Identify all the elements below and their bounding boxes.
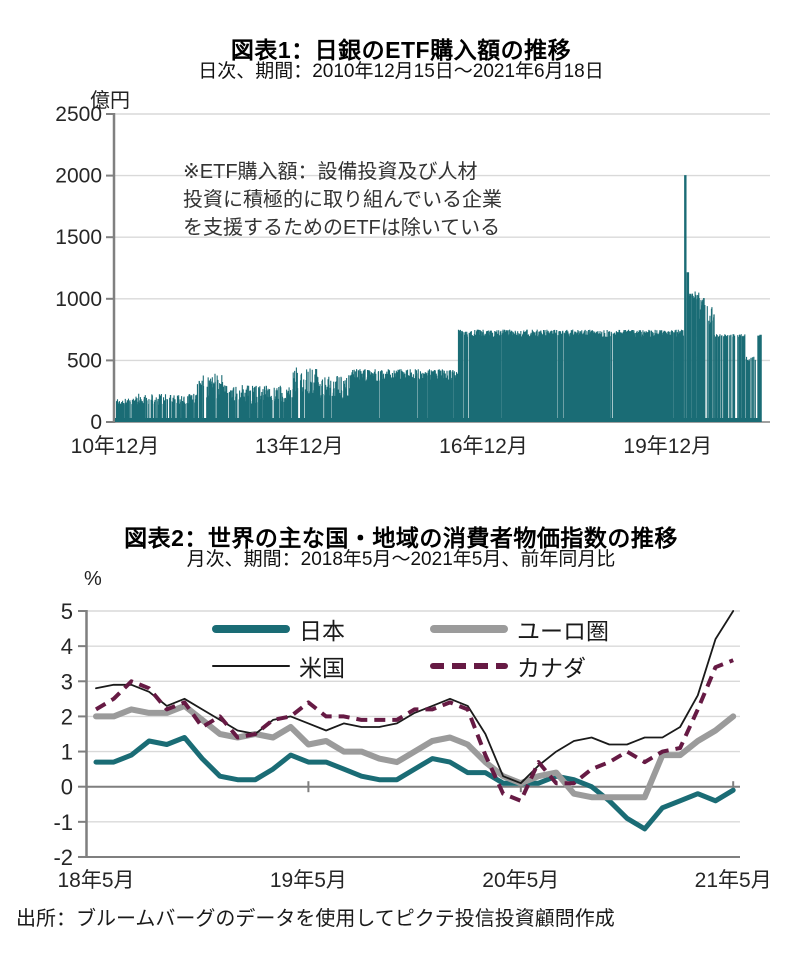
svg-text:5: 5 bbox=[61, 599, 73, 624]
annotation-line: ※ETF購入額：設備投資及び人材 bbox=[183, 161, 478, 183]
svg-text:2500: 2500 bbox=[55, 103, 102, 126]
svg-text:2000: 2000 bbox=[55, 165, 102, 188]
figure1-annotation: ※ETF購入額：設備投資及び人材 投資に積極的に取り組んでいる企業 を支援するた… bbox=[183, 158, 603, 242]
svg-text:-2: -2 bbox=[53, 845, 73, 870]
figure2-title: 図表2：世界の主な国・地域の消費者物価指数の推移 bbox=[124, 525, 678, 552]
figure2-legend: 日本 ユーロ圏 米国 カナダ bbox=[212, 614, 680, 681]
svg-text:500: 500 bbox=[67, 349, 102, 372]
legend-label-eurozone: ユーロ圏 bbox=[517, 618, 609, 644]
svg-text:20年5月: 20年5月 bbox=[482, 869, 559, 892]
svg-text:18年5月: 18年5月 bbox=[57, 869, 134, 892]
eurozone-line-swatch bbox=[430, 625, 508, 633]
japan-line-swatch bbox=[212, 625, 290, 633]
legend-label-us: 米国 bbox=[299, 655, 345, 681]
svg-text:19年5月: 19年5月 bbox=[270, 869, 347, 892]
svg-text:10年12月: 10年12月 bbox=[71, 435, 160, 458]
svg-text:3: 3 bbox=[61, 669, 73, 694]
svg-text:21年5月: 21年5月 bbox=[695, 869, 772, 892]
svg-text:1: 1 bbox=[61, 740, 73, 765]
boj-etf-purchases-bar-chart: 0 500 1000 1500 2000 2500 10年12月 13年12月 16年12月 19… bbox=[55, 103, 770, 458]
canada-line-swatch bbox=[430, 663, 508, 669]
svg-text:16年12月: 16年12月 bbox=[439, 435, 528, 458]
figure1-y-axis-unit: 億円 bbox=[90, 90, 130, 112]
svg-text:0: 0 bbox=[61, 775, 73, 800]
legend-item-canada: カナダ bbox=[430, 651, 680, 681]
annotation-line: 投資に積極的に取り組んでいる企業 bbox=[183, 189, 502, 211]
svg-text:1500: 1500 bbox=[55, 226, 102, 249]
source-note: 出所：ブルームバーグのデータを使用してピクテ投信投資顧問作成 bbox=[16, 908, 615, 930]
annotation-line: を支援するためのETFは除いている bbox=[183, 217, 501, 239]
us-line-swatch bbox=[212, 664, 290, 668]
svg-text:1000: 1000 bbox=[55, 288, 102, 311]
figure1-title: 図表1：日銀のETF購入額の推移 bbox=[230, 37, 572, 64]
svg-text:0: 0 bbox=[90, 411, 102, 434]
figure2-y-axis-unit: % bbox=[84, 568, 102, 590]
svg-text:13年12月: 13年12月 bbox=[255, 435, 344, 458]
legend-label-canada: カナダ bbox=[517, 655, 586, 681]
svg-text:2: 2 bbox=[61, 704, 73, 729]
legend-item-japan: 日本 bbox=[212, 614, 430, 644]
figure2-subtitle: 月次、期間：2018年5月～2021年5月、前年同月比 bbox=[186, 549, 616, 570]
legend-item-us: 米国 bbox=[212, 651, 430, 681]
svg-text:19年12月: 19年12月 bbox=[623, 435, 712, 458]
svg-text:4: 4 bbox=[61, 634, 73, 659]
svg-text:-1: -1 bbox=[53, 810, 73, 835]
figure1-subtitle: 日次、期間：2010年12月15日～2021年6月18日 bbox=[198, 61, 604, 82]
legend-item-eurozone: ユーロ圏 bbox=[430, 614, 680, 644]
legend-label-japan: 日本 bbox=[299, 618, 345, 644]
